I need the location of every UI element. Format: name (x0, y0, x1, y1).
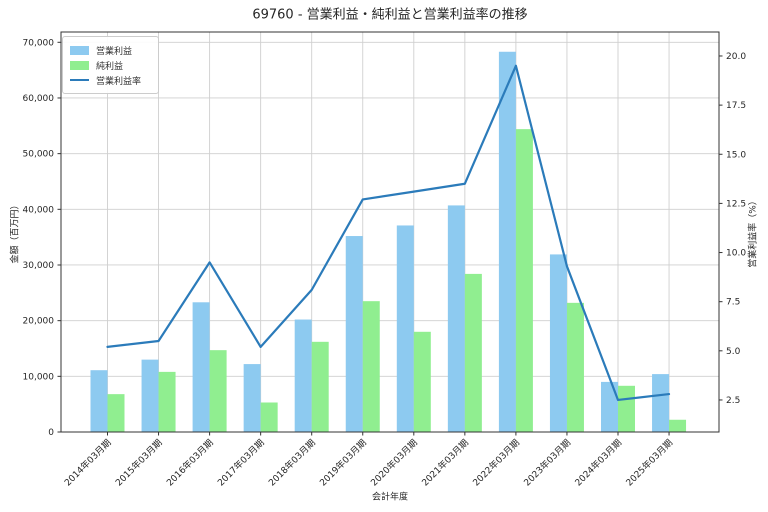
legend: 営業利益 純利益 営業利益率 (62, 36, 159, 94)
bar-net-profit-2015年03月期 (158, 371, 176, 432)
bar-net-profit-2018年03月期 (311, 341, 329, 432)
x-axis-tick-label: 2018年03月期 (266, 437, 318, 489)
y-axis-left-tick-label: 20,000 (23, 317, 55, 327)
y-axis-left-tick-label: 60,000 (23, 94, 55, 104)
line-operating-margin (106, 64, 671, 402)
bar-operating-profit-2021年03月期 (447, 205, 465, 432)
bar-operating-profit-2016年03月期 (192, 302, 210, 432)
x-axis-tick-label: 2015年03月期 (113, 437, 165, 489)
y-axis-right-tick-label: 5.0 (726, 347, 741, 357)
x-axis-label: 会計年度 (371, 492, 409, 503)
bar-net-profit-2024年03月期 (618, 385, 635, 432)
x-axis-tick-label: 2014年03月期 (62, 437, 114, 489)
legend-swatch-net-profit (70, 60, 89, 70)
x-axis-tick-label: 2019年03月期 (317, 437, 369, 489)
bar-net-profit-2017年03月期 (260, 402, 278, 432)
y-axis-left-tick-label: 40,000 (23, 205, 55, 215)
bar-net-profit-2022年03月期 (515, 129, 533, 432)
bar-net-profit-2014年03月期 (107, 394, 125, 432)
x-axis-tick-label: 2021年03月期 (419, 437, 471, 489)
y-axis-left-tick-label: 70,000 (23, 38, 55, 48)
legend-label-operating-profit: 営業利益 (96, 46, 133, 57)
x-axis-tick-label: 2022年03月期 (470, 437, 522, 489)
y-axis-right-tick-label: 7.5 (726, 298, 740, 308)
y-axis-right-tick-label: 2.5 (726, 396, 740, 406)
x-axis-tick-label: 2023年03月期 (521, 437, 573, 489)
bar-operating-profit-2023年03月期 (549, 254, 567, 432)
y-axis-right-tick-label: 10.0 (726, 249, 746, 259)
bar-operating-profit-2017年03月期 (243, 364, 261, 432)
y-axis-right-tick-label: 15.0 (726, 150, 746, 160)
x-axis-tick-label: 2025年03月期 (623, 437, 675, 489)
bar-net-profit-2021年03月期 (464, 273, 482, 432)
legend-item-operating-profit: 営業利益 (70, 43, 151, 57)
bar-operating-profit-2020年03月期 (396, 225, 414, 432)
bar-operating-profit-2018年03月期 (294, 319, 312, 432)
legend-label-operating-margin: 営業利益率 (96, 76, 142, 87)
legend-label-net-profit: 純利益 (96, 61, 124, 72)
x-axis-tick-label: 2020年03月期 (368, 437, 420, 489)
bar-operating-profit-2015年03月期 (141, 359, 159, 432)
x-axis-tick-label: 2017年03月期 (215, 437, 267, 489)
y-axis-left-tick-label: 0 (48, 428, 54, 438)
bar-net-profit-2019年03月期 (362, 301, 380, 432)
bar-operating-profit-2025年03月期 (652, 374, 670, 432)
y-axis-right-tick-label: 12.5 (726, 199, 746, 209)
bar-net-profit-2016年03月期 (209, 350, 227, 432)
legend-item-operating-margin: 営業利益率 (70, 73, 151, 87)
bar-net-profit-2023年03月期 (566, 302, 584, 432)
y-axis-left-tick-label: 50,000 (23, 150, 55, 160)
legend-item-net-profit: 純利益 (70, 58, 151, 72)
bar-net-profit-2025年03月期 (669, 419, 687, 432)
y-axis-left-tick-label: 30,000 (23, 261, 55, 271)
y-axis-left-tick-label: 10,000 (23, 372, 55, 382)
y-axis-right-tick-label: 17.5 (726, 101, 746, 111)
x-axis-tick-label: 2016年03月期 (164, 437, 216, 489)
bar-net-profit-2020年03月期 (413, 331, 431, 432)
y-axis-right-tick-label: 20.0 (726, 52, 746, 62)
bar-operating-profit-2022年03月期 (498, 51, 516, 432)
x-axis-tick-label: 2024年03月期 (572, 437, 624, 489)
chart-title: 69760 - 営業利益・純利益と営業利益率の推移 (252, 7, 528, 23)
bar-operating-profit-2014年03月期 (90, 370, 108, 432)
y-axis-label-left: 金額（百万円） (10, 200, 21, 264)
y-axis-label-right: 営業利益率（%） (748, 196, 759, 268)
bar-operating-profit-2019年03月期 (345, 236, 363, 432)
legend-line-operating-margin-icon (70, 78, 89, 82)
plot-border (60, 31, 720, 433)
legend-swatch-operating-profit (70, 45, 89, 55)
bar-operating-profit-2024年03月期 (601, 381, 618, 432)
